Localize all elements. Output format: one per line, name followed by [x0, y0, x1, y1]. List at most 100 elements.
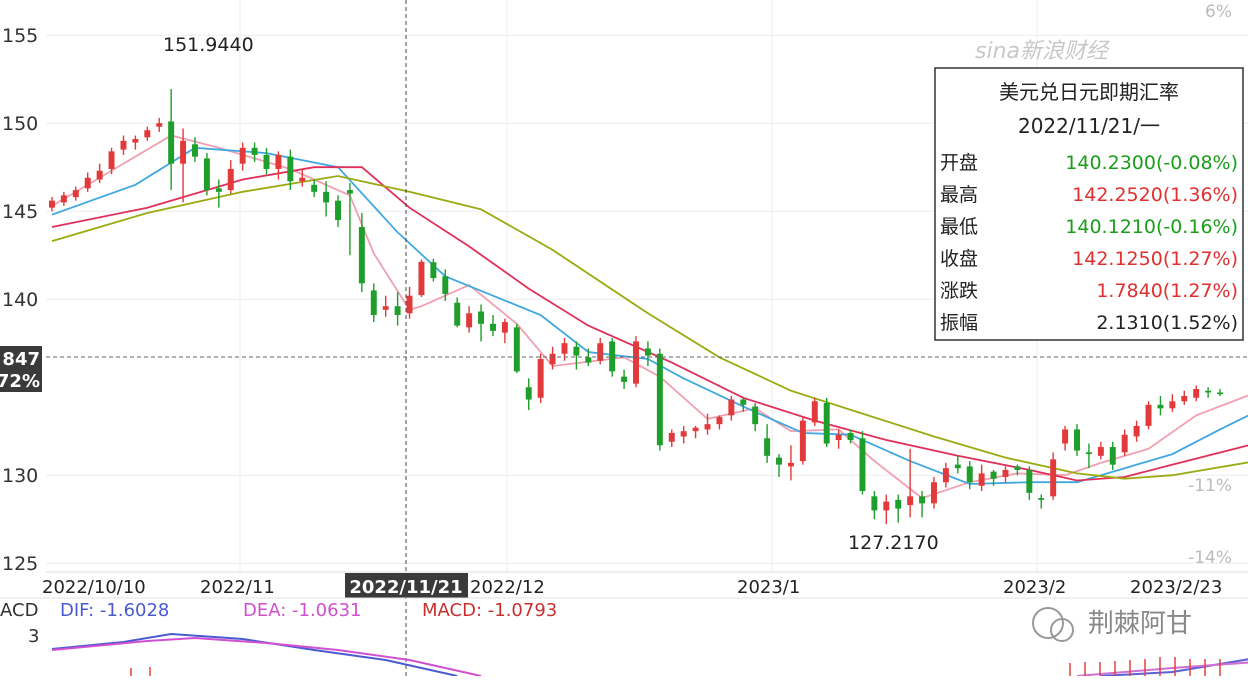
candle[interactable] — [203, 153, 210, 196]
candle[interactable] — [942, 462, 949, 488]
candle[interactable] — [787, 445, 794, 481]
candle[interactable] — [168, 89, 175, 191]
candle[interactable] — [48, 197, 55, 212]
candle[interactable] — [132, 135, 139, 150]
candle[interactable] — [1169, 394, 1176, 412]
candle[interactable] — [919, 491, 926, 518]
candle[interactable] — [537, 353, 544, 404]
candle[interactable] — [1038, 494, 1045, 509]
candle[interactable] — [704, 413, 711, 435]
candle[interactable] — [1026, 466, 1033, 500]
candle[interactable] — [239, 142, 246, 171]
candle[interactable] — [1109, 441, 1116, 470]
candle[interactable] — [442, 269, 449, 301]
candle[interactable] — [108, 147, 115, 175]
candle[interactable] — [883, 494, 890, 525]
candle[interactable] — [931, 476, 937, 509]
candle[interactable] — [251, 142, 258, 162]
candle[interactable] — [668, 429, 675, 448]
candle[interactable] — [418, 259, 425, 298]
candle[interactable] — [335, 195, 341, 228]
candle[interactable] — [692, 425, 699, 439]
candle[interactable] — [1085, 443, 1092, 469]
candle[interactable] — [954, 455, 961, 474]
candle[interactable] — [513, 323, 520, 374]
candle[interactable] — [1074, 424, 1080, 456]
candle[interactable] — [1050, 452, 1057, 500]
candle[interactable] — [489, 315, 496, 337]
candle[interactable] — [799, 417, 806, 465]
candle[interactable] — [907, 448, 914, 518]
candle[interactable] — [466, 306, 473, 333]
candle[interactable] — [144, 126, 151, 141]
candle[interactable] — [1181, 390, 1188, 405]
candle[interactable] — [1121, 429, 1128, 456]
candle[interactable] — [811, 397, 818, 426]
candle[interactable] — [84, 172, 91, 192]
candle[interactable] — [1145, 401, 1152, 430]
macd-histogram — [130, 657, 1221, 676]
candle[interactable] — [990, 469, 997, 486]
candle[interactable] — [454, 297, 461, 328]
candle[interactable] — [287, 149, 294, 191]
candle[interactable] — [1014, 464, 1021, 476]
candle[interactable] — [215, 179, 222, 208]
candle[interactable] — [406, 286, 413, 319]
candle[interactable] — [1062, 425, 1069, 451]
candle[interactable] — [764, 424, 771, 463]
candle[interactable] — [728, 396, 735, 421]
candle[interactable] — [680, 425, 687, 444]
candle[interactable] — [1097, 441, 1104, 460]
candle[interactable] — [1002, 466, 1009, 483]
candle[interactable] — [430, 258, 437, 282]
candle[interactable] — [656, 348, 663, 451]
candle[interactable] — [847, 429, 854, 444]
candle[interactable] — [346, 183, 353, 256]
candle[interactable] — [609, 337, 616, 377]
candle[interactable] — [776, 454, 783, 477]
candle[interactable] — [1157, 396, 1164, 416]
candle[interactable] — [549, 346, 556, 370]
candle[interactable] — [72, 186, 79, 201]
candle[interactable] — [1133, 420, 1140, 442]
candle[interactable] — [299, 168, 306, 187]
candle[interactable] — [573, 341, 580, 370]
candle[interactable] — [895, 494, 902, 523]
candle[interactable] — [871, 491, 878, 520]
candle[interactable] — [978, 464, 985, 492]
candle[interactable] — [394, 292, 401, 326]
candle[interactable] — [370, 283, 377, 323]
candle[interactable] — [740, 397, 747, 412]
candle[interactable] — [835, 429, 842, 449]
candle[interactable] — [633, 336, 639, 388]
candle[interactable] — [358, 212, 365, 293]
candle[interactable] — [752, 403, 759, 432]
candle-body — [1217, 392, 1224, 395]
candle[interactable] — [275, 151, 282, 180]
candle[interactable] — [1217, 388, 1224, 396]
candle[interactable] — [192, 137, 198, 162]
candle[interactable] — [478, 304, 485, 342]
candle[interactable] — [263, 147, 270, 175]
candle[interactable] — [1193, 385, 1200, 402]
candle[interactable] — [966, 461, 973, 490]
candle[interactable] — [597, 337, 604, 365]
candle[interactable] — [156, 117, 163, 132]
candle[interactable] — [621, 369, 628, 389]
candle[interactable] — [180, 128, 187, 203]
candle[interactable] — [823, 397, 830, 448]
candle[interactable] — [716, 415, 723, 430]
candle[interactable] — [60, 191, 67, 206]
candle[interactable] — [525, 378, 532, 411]
candle[interactable] — [382, 295, 389, 317]
candle[interactable] — [227, 160, 234, 194]
candle[interactable] — [323, 181, 330, 217]
candle[interactable] — [311, 179, 318, 198]
candle[interactable] — [120, 135, 127, 155]
candles[interactable] — [48, 89, 1224, 525]
candle[interactable] — [96, 163, 103, 184]
candle[interactable] — [859, 431, 866, 495]
candle[interactable] — [644, 341, 651, 367]
candle[interactable] — [1205, 387, 1212, 398]
candle[interactable] — [501, 318, 508, 344]
